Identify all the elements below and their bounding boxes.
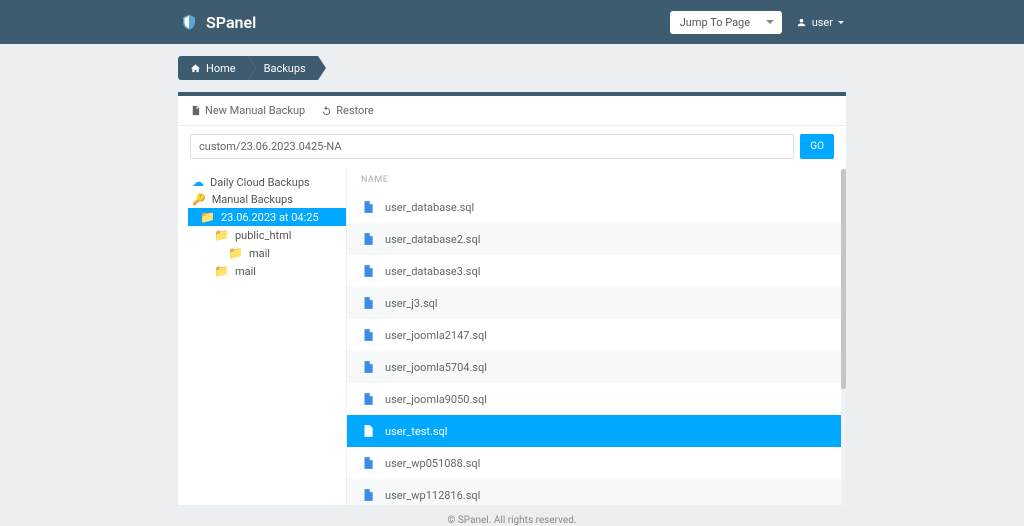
brand-icon bbox=[180, 13, 198, 31]
file-plus-icon bbox=[190, 105, 201, 116]
file-row[interactable]: user_database3.sql bbox=[347, 255, 842, 287]
restore-button[interactable]: Restore bbox=[321, 104, 374, 117]
file-icon bbox=[361, 455, 375, 471]
footer: © SPanel. All rights reserved. bbox=[178, 515, 846, 526]
file-icon bbox=[361, 359, 375, 375]
browser: ☁ Daily Cloud Backups 🔑 Manual Backups 📁… bbox=[178, 169, 846, 505]
panel-toolbar: New Manual Backup Restore bbox=[178, 96, 846, 126]
tree-snapshot-label: 23.06.2023 at 04:25 bbox=[221, 211, 319, 224]
jump-label: Jump To Page bbox=[680, 16, 750, 29]
home-icon bbox=[190, 63, 201, 74]
file-row[interactable]: user_wp051088.sql bbox=[347, 447, 842, 479]
file-row[interactable]: user_joomla5704.sql bbox=[347, 351, 842, 383]
file-name: user_wp112816.sql bbox=[385, 489, 480, 502]
scrollbar[interactable] bbox=[841, 169, 846, 505]
cloud-icon: ☁ bbox=[192, 175, 204, 189]
file-row[interactable]: user_joomla9050.sql bbox=[347, 383, 842, 415]
file-name: user_database3.sql bbox=[385, 265, 480, 278]
file-row[interactable]: user_database2.sql bbox=[347, 223, 842, 255]
file-name: user_database.sql bbox=[385, 201, 474, 214]
user-menu[interactable]: user bbox=[796, 16, 844, 29]
file-icon bbox=[361, 295, 375, 311]
breadcrumb-current[interactable]: Backups bbox=[248, 56, 318, 80]
scroll-thumb[interactable] bbox=[841, 169, 846, 389]
breadcrumb-home[interactable]: Home bbox=[178, 56, 248, 80]
file-icon bbox=[361, 391, 375, 407]
file-name: user_database2.sql bbox=[385, 233, 480, 246]
file-name: user_j3.sql bbox=[385, 297, 438, 310]
brand: SPanel bbox=[180, 13, 256, 32]
tree-mail[interactable]: 📁 mail bbox=[188, 262, 346, 280]
tree-manual-backups[interactable]: 🔑 Manual Backups bbox=[188, 191, 346, 208]
folder-icon: 📁 bbox=[200, 210, 215, 224]
tree-mail-label: mail bbox=[235, 265, 256, 278]
topbar-right: Jump To Page user bbox=[670, 11, 844, 34]
tree-manual-label: Manual Backups bbox=[212, 193, 293, 206]
file-name: user_wp051088.sql bbox=[385, 457, 480, 470]
restore-icon bbox=[321, 105, 332, 116]
file-icon bbox=[361, 263, 375, 279]
file-row[interactable]: user_joomla2147.sql bbox=[347, 319, 842, 351]
column-header-name: NAME bbox=[347, 169, 842, 191]
file-name: user_joomla9050.sql bbox=[385, 393, 487, 406]
restore-label: Restore bbox=[336, 104, 374, 117]
breadcrumb: Home Backups bbox=[178, 56, 846, 80]
tree: ☁ Daily Cloud Backups 🔑 Manual Backups 📁… bbox=[178, 169, 346, 505]
go-button[interactable]: GO bbox=[800, 134, 834, 159]
file-name: user_joomla5704.sql bbox=[385, 361, 487, 374]
file-icon bbox=[361, 231, 375, 247]
file-icon bbox=[361, 487, 375, 503]
file-icon bbox=[361, 423, 375, 439]
tree-daily-label: Daily Cloud Backups bbox=[210, 176, 310, 189]
file-row[interactable]: user_wp112816.sql bbox=[347, 479, 842, 505]
file-row[interactable]: user_database.sql bbox=[347, 191, 842, 223]
breadcrumb-home-label: Home bbox=[206, 62, 236, 75]
panel: New Manual Backup Restore GO ☁ Daily Clo… bbox=[178, 92, 846, 505]
path-input[interactable] bbox=[190, 134, 794, 159]
new-manual-backup-label: New Manual Backup bbox=[205, 104, 305, 117]
path-row: GO bbox=[178, 126, 846, 169]
folder-icon: 📁 bbox=[214, 228, 229, 242]
breadcrumb-current-label: Backups bbox=[264, 62, 306, 75]
folder-icon: 📁 bbox=[214, 264, 229, 278]
file-pane: NAME user_database.sql user_database2.sql… bbox=[346, 169, 846, 505]
jump-to-page-select[interactable]: Jump To Page bbox=[670, 11, 782, 34]
tree-mail-inner[interactable]: 📁 mail bbox=[188, 244, 346, 262]
folder-icon: 📁 bbox=[228, 246, 243, 260]
tree-public-html-label: public_html bbox=[235, 229, 291, 242]
user-icon bbox=[796, 17, 807, 28]
tree-mail-inner-label: mail bbox=[249, 247, 270, 260]
tree-daily-backups[interactable]: ☁ Daily Cloud Backups bbox=[188, 173, 346, 191]
file-row[interactable]: user_j3.sql bbox=[347, 287, 842, 319]
key-icon: 🔑 bbox=[192, 193, 206, 206]
file-name: user_test.sql bbox=[385, 425, 447, 438]
user-label: user bbox=[812, 16, 833, 29]
file-icon bbox=[361, 199, 375, 215]
tree-snapshot[interactable]: 📁 23.06.2023 at 04:25 bbox=[188, 208, 346, 226]
brand-name: SPanel bbox=[206, 13, 256, 32]
new-manual-backup-button[interactable]: New Manual Backup bbox=[190, 104, 305, 117]
file-row[interactable]: user_test.sql bbox=[347, 415, 842, 447]
file-icon bbox=[361, 327, 375, 343]
tree-public-html[interactable]: 📁 public_html bbox=[188, 226, 346, 244]
topbar: SPanel Jump To Page user bbox=[0, 0, 1024, 44]
file-name: user_joomla2147.sql bbox=[385, 329, 487, 342]
